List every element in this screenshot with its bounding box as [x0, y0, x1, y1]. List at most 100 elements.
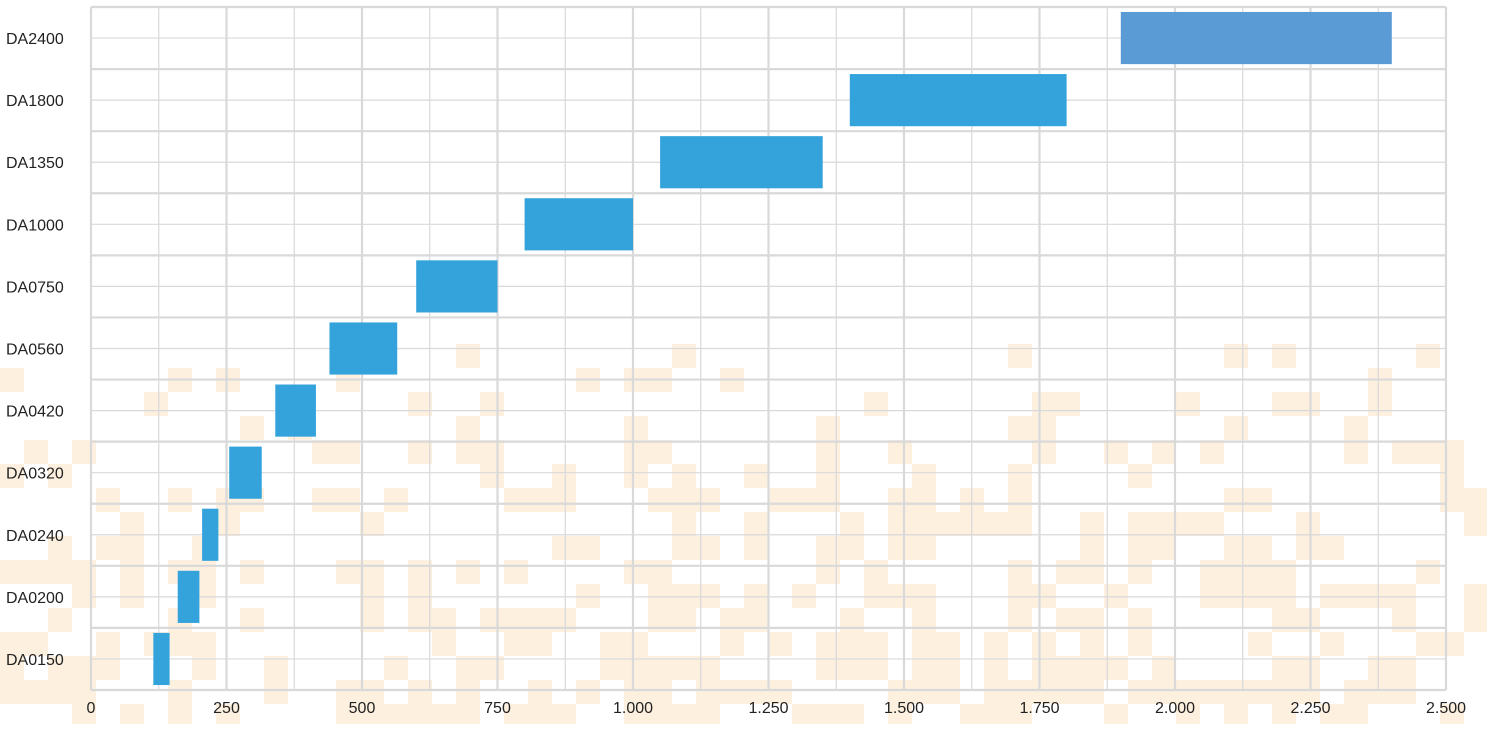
pattern-square — [1296, 392, 1320, 416]
pattern-square — [120, 560, 144, 584]
pattern-square — [1320, 536, 1344, 560]
pattern-square — [1056, 680, 1080, 704]
y-tick-label: DA0750 — [6, 279, 64, 296]
pattern-square — [552, 704, 576, 728]
pattern-square — [360, 680, 384, 704]
pattern-square — [1152, 440, 1176, 464]
pattern-square — [1368, 680, 1392, 704]
pattern-square — [1080, 632, 1104, 656]
background-pattern — [0, 344, 1487, 728]
pattern-square — [1440, 440, 1464, 464]
pattern-square — [72, 560, 96, 584]
pattern-square — [912, 632, 936, 656]
pattern-square — [1296, 512, 1320, 536]
pattern-square — [1368, 392, 1392, 416]
pattern-square — [336, 560, 360, 584]
pattern-square — [48, 536, 72, 560]
pattern-square — [360, 560, 384, 584]
pattern-square — [1248, 632, 1272, 656]
pattern-square — [528, 704, 552, 728]
pattern-square — [1272, 680, 1296, 704]
pattern-square — [48, 560, 72, 584]
pattern-square — [576, 536, 600, 560]
bar-da1000 — [524, 198, 633, 251]
pattern-square — [1368, 584, 1392, 608]
pattern-square — [216, 512, 240, 536]
pattern-square — [744, 464, 768, 488]
pattern-square — [840, 656, 864, 680]
pattern-square — [480, 440, 504, 464]
pattern-square — [1272, 344, 1296, 368]
pattern-square — [1176, 512, 1200, 536]
pattern-square — [864, 560, 888, 584]
y-tick-label: DA2400 — [6, 31, 64, 48]
y-tick-label: DA0200 — [6, 590, 64, 607]
pattern-square — [864, 632, 888, 656]
pattern-square — [456, 656, 480, 680]
pattern-square — [984, 656, 1008, 680]
bar-da1350 — [660, 136, 823, 189]
x-tick-label: 0 — [87, 700, 96, 717]
pattern-square — [1032, 392, 1056, 416]
bar-da1800 — [849, 74, 1067, 127]
pattern-square — [1032, 416, 1056, 440]
pattern-square — [816, 704, 840, 728]
y-tick-label: DA0560 — [6, 342, 64, 359]
pattern-square — [600, 632, 624, 656]
pattern-square — [672, 704, 696, 728]
pattern-square — [648, 560, 672, 584]
pattern-square — [1008, 416, 1032, 440]
pattern-square — [1032, 584, 1056, 608]
pattern-square — [912, 584, 936, 608]
pattern-square — [912, 656, 936, 680]
pattern-square — [1008, 512, 1032, 536]
pattern-square — [456, 704, 480, 728]
pattern-square — [624, 416, 648, 440]
y-tick-label: DA0320 — [6, 466, 64, 483]
pattern-square — [936, 512, 960, 536]
pattern-square — [1320, 584, 1344, 608]
pattern-square — [672, 488, 696, 512]
pattern-square — [1392, 680, 1416, 704]
pattern-square — [192, 632, 216, 656]
pattern-square — [1008, 584, 1032, 608]
pattern-square — [1440, 632, 1464, 656]
pattern-square — [480, 464, 504, 488]
pattern-square — [96, 488, 120, 512]
pattern-square — [240, 560, 264, 584]
bar-da0200 — [177, 570, 200, 623]
pattern-square — [1224, 704, 1248, 728]
pattern-square — [1248, 584, 1272, 608]
pattern-square — [456, 680, 480, 704]
pattern-square — [792, 488, 816, 512]
pattern-square — [696, 704, 720, 728]
pattern-square — [624, 464, 648, 488]
pattern-square — [744, 584, 768, 608]
pattern-square — [1344, 416, 1368, 440]
pattern-square — [1032, 656, 1056, 680]
pattern-square — [1392, 656, 1416, 680]
y-tick-label: DA1000 — [6, 217, 64, 234]
y-tick-label: DA1350 — [6, 155, 64, 172]
pattern-square — [1080, 656, 1104, 680]
x-tick-label: 250 — [213, 700, 240, 717]
bar-da0320 — [229, 446, 262, 499]
pattern-square — [1368, 656, 1392, 680]
pattern-square — [24, 680, 48, 704]
x-axis-labels: 0 250 500 750 1.000 1.250 1.500 1.750 2.000 2.250… — [87, 700, 1467, 717]
pattern-square — [1200, 440, 1224, 464]
bar-da0420 — [275, 384, 316, 437]
pattern-square — [864, 656, 888, 680]
pattern-square — [336, 440, 360, 464]
pattern-square — [72, 440, 96, 464]
pattern-square — [1224, 560, 1248, 584]
pattern-square — [408, 392, 432, 416]
pattern-square — [408, 440, 432, 464]
grid-lines — [89, 5, 1448, 692]
pattern-square — [24, 632, 48, 656]
pattern-square — [1416, 440, 1440, 464]
pattern-square — [912, 680, 936, 704]
pattern-square — [1152, 656, 1176, 680]
pattern-square — [888, 584, 912, 608]
